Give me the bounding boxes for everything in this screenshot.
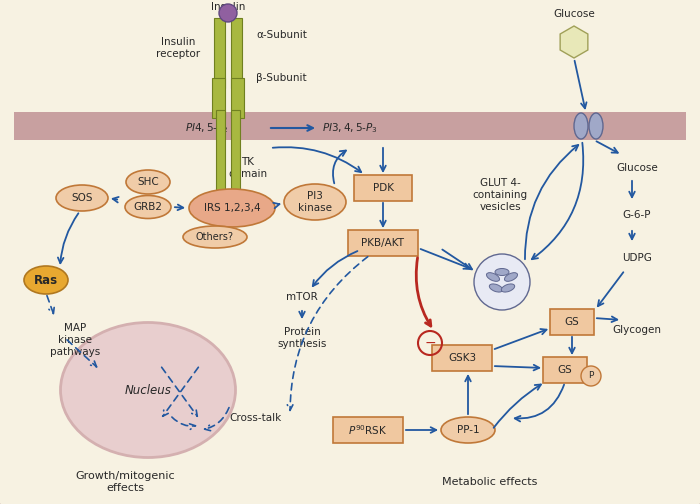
Text: Metabolic effects: Metabolic effects [442,477,538,487]
Text: SOS: SOS [71,193,92,203]
FancyBboxPatch shape [14,112,686,140]
Ellipse shape [501,284,514,292]
Ellipse shape [495,269,509,276]
Text: TK
domain: TK domain [228,157,267,179]
Ellipse shape [24,266,68,294]
FancyBboxPatch shape [432,345,492,371]
Bar [231,110,240,220]
Ellipse shape [489,284,503,292]
Text: Insulin: Insulin [211,2,245,12]
Ellipse shape [441,417,495,443]
FancyBboxPatch shape [550,309,594,335]
Text: IRS 1,2,3,4: IRS 1,2,3,4 [204,203,260,213]
Ellipse shape [574,113,588,139]
Text: Growth/mitogenic
effects: Growth/mitogenic effects [75,471,175,493]
Text: mTOR: mTOR [286,292,318,302]
Ellipse shape [486,273,500,281]
Text: Glucose: Glucose [553,9,595,19]
FancyBboxPatch shape [348,230,418,256]
Text: PKB/AKT: PKB/AKT [361,238,405,248]
Text: Cross-talk: Cross-talk [229,413,281,423]
Text: Ras: Ras [34,274,58,286]
Ellipse shape [505,273,517,281]
Text: GS: GS [565,317,580,327]
Text: Insulin
receptor: Insulin receptor [156,37,200,59]
Ellipse shape [126,170,170,194]
Text: PP-1: PP-1 [456,425,480,435]
Text: $PI4,5$-$P_2$: $PI4,5$-$P_2$ [185,121,229,135]
Ellipse shape [189,189,275,227]
FancyBboxPatch shape [333,417,403,443]
Text: β-Subunit: β-Subunit [256,73,307,83]
Bar [231,78,244,118]
Bar [212,78,225,118]
Text: Others?: Others? [196,232,234,242]
Circle shape [219,4,237,22]
Ellipse shape [60,323,235,458]
Polygon shape [560,26,588,58]
Text: GRB2: GRB2 [134,202,162,212]
FancyBboxPatch shape [543,357,587,383]
Ellipse shape [125,196,171,219]
Text: MAP
kinase
pathways: MAP kinase pathways [50,324,100,357]
Circle shape [581,366,601,386]
Text: Nucleus: Nucleus [125,384,172,397]
Text: G-6-P: G-6-P [623,210,651,220]
Text: α-Subunit: α-Subunit [256,30,307,40]
Text: P: P [588,371,594,381]
Bar [231,18,242,88]
Text: $PI3,4,5$-$P_3$: $PI3,4,5$-$P_3$ [322,121,378,135]
Text: Glucose: Glucose [616,163,658,173]
Text: SHC: SHC [137,177,159,187]
Text: Glycogen: Glycogen [612,325,662,335]
Text: UDPG: UDPG [622,253,652,263]
Bar [214,18,225,88]
Bar [216,110,225,220]
Ellipse shape [284,184,346,220]
Text: $P^{90}$RSK: $P^{90}$RSK [349,423,388,437]
FancyBboxPatch shape [354,175,412,201]
Text: Protein
synthesis: Protein synthesis [277,327,327,349]
Ellipse shape [56,185,108,211]
Circle shape [474,254,530,310]
Ellipse shape [183,226,247,248]
Ellipse shape [589,113,603,139]
Text: GSK3: GSK3 [448,353,476,363]
Text: PI3
kinase: PI3 kinase [298,191,332,213]
Text: −: − [424,336,436,350]
Text: PDK: PDK [372,183,393,193]
Text: GS: GS [558,365,573,375]
Text: GLUT 4-
containing
vesicles: GLUT 4- containing vesicles [473,178,528,212]
